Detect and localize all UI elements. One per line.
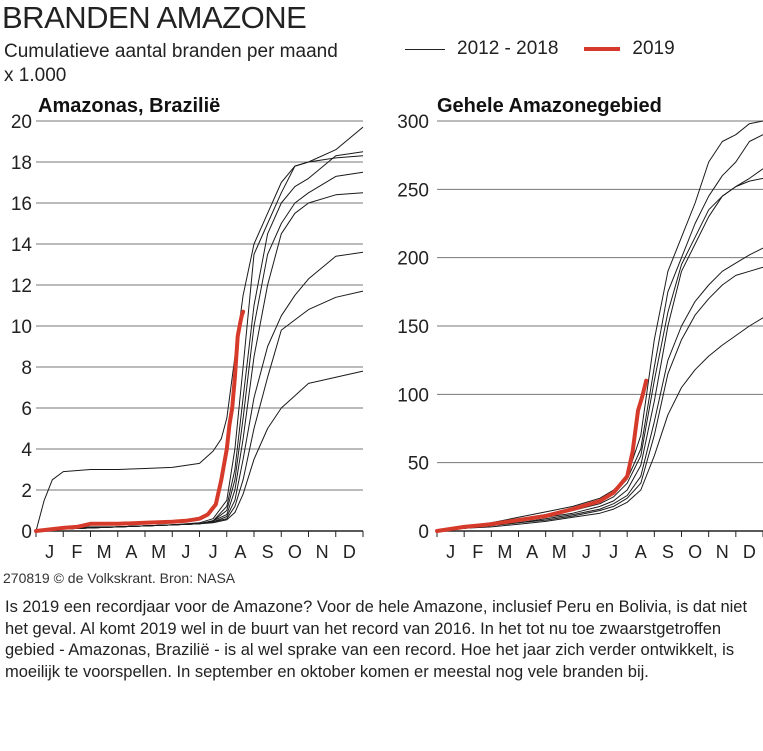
series-line-2012-2018 bbox=[35, 370, 364, 532]
x-tick-label: D bbox=[743, 542, 756, 562]
series-line-2012-2018 bbox=[436, 177, 763, 532]
y-tick-label: 0 bbox=[21, 522, 32, 543]
x-tick-label: J bbox=[45, 542, 54, 562]
x-tick-label: N bbox=[716, 542, 729, 562]
legend-label: 2019 bbox=[632, 38, 675, 59]
x-tick-label: A bbox=[125, 542, 137, 562]
subtitle: Cumulatieve aantal branden per maand x 1… bbox=[4, 40, 338, 88]
y-tick-label: 4 bbox=[21, 440, 32, 461]
y-tick-label: 250 bbox=[397, 180, 429, 201]
x-tick-label: J bbox=[209, 542, 218, 562]
legend-item-2019: 2019 bbox=[584, 38, 675, 60]
y-tick-label: 6 bbox=[21, 399, 32, 420]
series-line-2012-2018 bbox=[35, 251, 364, 532]
y-tick-label: 8 bbox=[21, 358, 32, 379]
y-tick-label: 200 bbox=[397, 249, 429, 270]
y-tick-label: 10 bbox=[11, 317, 32, 338]
y-tick-label: 16 bbox=[11, 194, 32, 215]
legend-label: 2012 - 2018 bbox=[457, 38, 559, 59]
x-tick-label: S bbox=[262, 542, 274, 562]
subtitle-line-2: x 1.000 bbox=[4, 65, 67, 86]
x-tick-label: F bbox=[472, 542, 483, 562]
series-line-2012-2018 bbox=[436, 317, 763, 532]
y-tick-label: 150 bbox=[397, 317, 429, 338]
series-line-2012-2018 bbox=[35, 290, 364, 532]
caption-text: Is 2019 een recordjaar voor de Amazone? … bbox=[5, 598, 748, 681]
legend-item-2012-2018: 2012 - 2018 bbox=[405, 38, 558, 60]
y-tick-label: 18 bbox=[11, 153, 32, 174]
x-tick-label: J bbox=[446, 542, 455, 562]
chart-title: Amazonas, Brazilië bbox=[38, 95, 220, 117]
y-tick-label: 300 bbox=[397, 112, 429, 133]
x-tick-label: A bbox=[526, 542, 538, 562]
y-tick-label: 0 bbox=[418, 522, 429, 543]
x-tick-label: A bbox=[234, 542, 246, 562]
x-tick-label: M bbox=[151, 542, 166, 562]
legend-swatch-thin bbox=[405, 48, 445, 50]
legend: 2012 - 2018 2019 bbox=[405, 38, 701, 60]
x-tick-label: N bbox=[316, 542, 329, 562]
series-line-2012-2018 bbox=[436, 134, 763, 532]
x-tick-label: M bbox=[497, 542, 512, 562]
series-line-2012-2018 bbox=[436, 168, 763, 532]
x-tick-label: S bbox=[662, 542, 674, 562]
source-credit: 270819 © de Volkskrant. Bron: NASA bbox=[3, 570, 236, 586]
page-title: BRANDEN AMAZONE bbox=[2, 0, 307, 35]
series-line-2019 bbox=[34, 309, 246, 533]
x-tick-label: F bbox=[71, 542, 82, 562]
x-tick-label: J bbox=[181, 542, 190, 562]
y-tick-label: 20 bbox=[11, 112, 32, 133]
y-tick-label: 12 bbox=[11, 276, 32, 297]
series-line-2012-2018 bbox=[436, 120, 763, 532]
y-tick-label: 100 bbox=[397, 385, 429, 406]
series-line-2012-2018 bbox=[436, 266, 763, 532]
x-tick-label: D bbox=[343, 542, 356, 562]
x-tick-label: O bbox=[288, 542, 302, 562]
x-tick-label: O bbox=[688, 542, 702, 562]
subtitle-line-1: Cumulatieve aantal branden per maand bbox=[4, 41, 338, 62]
series-line-2012-2018 bbox=[35, 151, 364, 532]
series-line-2012-2018 bbox=[35, 171, 364, 532]
y-tick-label: 50 bbox=[408, 454, 429, 475]
series-line-2012-2018 bbox=[436, 247, 763, 532]
legend-swatch-thick bbox=[584, 47, 621, 51]
chart-title: Gehele Amazonegebied bbox=[437, 95, 662, 117]
x-tick-label: M bbox=[97, 542, 112, 562]
x-tick-label: A bbox=[635, 542, 647, 562]
series-line-2019 bbox=[435, 378, 649, 533]
x-tick-label: J bbox=[582, 542, 591, 562]
x-tick-label: J bbox=[609, 542, 618, 562]
series-line-2012-2018 bbox=[35, 155, 364, 532]
y-tick-label: 14 bbox=[11, 235, 33, 256]
x-tick-label: M bbox=[552, 542, 567, 562]
y-tick-label: 2 bbox=[21, 481, 32, 502]
